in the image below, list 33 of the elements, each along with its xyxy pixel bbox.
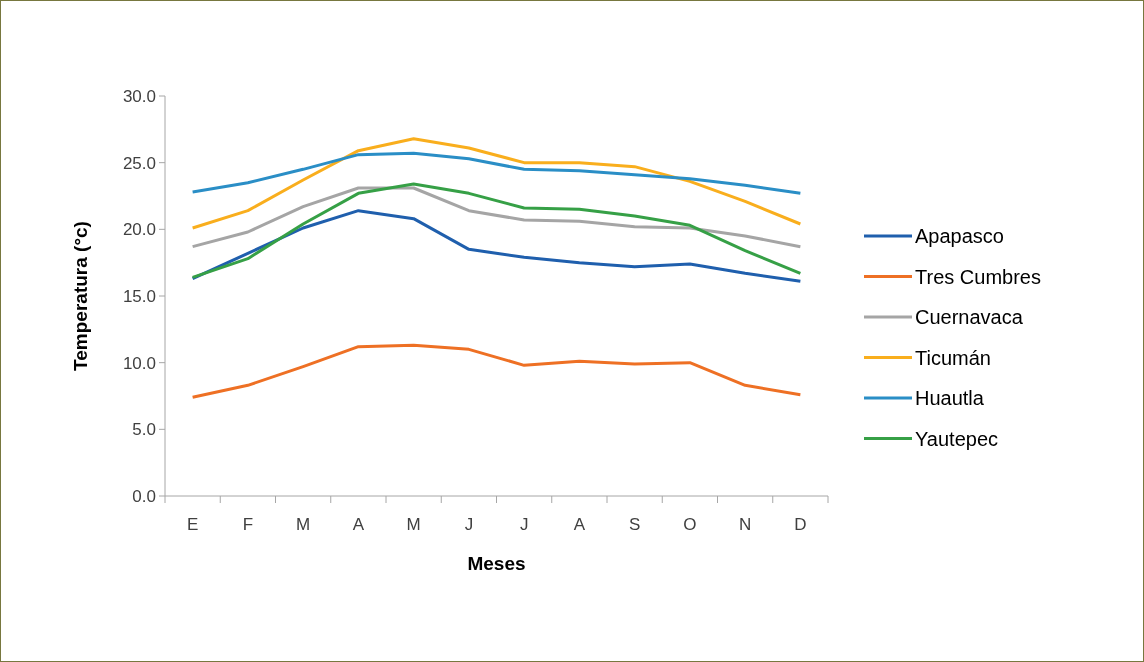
legend-label: Huautla: [915, 387, 985, 409]
x-tick-label: J: [464, 515, 474, 534]
x-tick-label: S: [628, 515, 641, 534]
x-tick-label: M: [406, 515, 421, 534]
legend-label: Tres Cumbres: [915, 265, 1041, 288]
y-tick-label: 10.0: [122, 353, 156, 373]
line-series: [191, 186, 802, 249]
y-tick-label: 30.0: [122, 86, 156, 106]
x-axis-title: Meses: [467, 553, 526, 574]
line-series: [191, 343, 802, 399]
y-tick-label: 15.0: [122, 286, 156, 306]
y-axis-title: Temperatura (°c): [70, 221, 91, 371]
legend-label: Yautepec: [915, 427, 999, 450]
legend-label: Cuernavaca: [915, 306, 1024, 328]
line-series: [191, 151, 802, 195]
x-tick-label: M: [296, 515, 311, 534]
x-tick-label: A: [573, 515, 586, 534]
x-tick-label: A: [352, 515, 365, 534]
x-tick-label: O: [683, 515, 697, 534]
y-tick-label: 0.0: [132, 486, 156, 506]
x-tick-label: E: [186, 515, 199, 534]
legend-label: Apapasco: [915, 225, 1004, 247]
legend-label: Ticumán: [915, 346, 991, 369]
x-tick-label: F: [242, 515, 254, 534]
x-tick-label: N: [738, 515, 752, 534]
line-series: [191, 182, 802, 279]
y-tick-label: 5.0: [132, 420, 156, 440]
x-tick-label: J: [519, 515, 529, 534]
y-tick-label: 20.0: [122, 220, 156, 240]
x-tick-label: D: [794, 515, 807, 534]
y-tick-label: 25.0: [122, 153, 156, 173]
line-series: [191, 137, 802, 230]
line-series: [191, 209, 802, 283]
